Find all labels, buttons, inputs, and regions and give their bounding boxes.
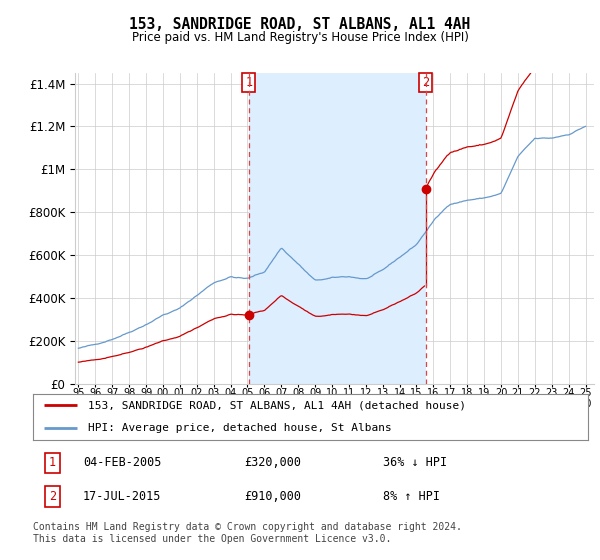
Text: HPI: Average price, detached house, St Albans: HPI: Average price, detached house, St A… xyxy=(89,423,392,433)
Text: 1: 1 xyxy=(49,456,56,469)
Text: 153, SANDRIDGE ROAD, ST ALBANS, AL1 4AH (detached house): 153, SANDRIDGE ROAD, ST ALBANS, AL1 4AH … xyxy=(89,400,467,410)
Text: £320,000: £320,000 xyxy=(244,456,301,469)
Text: 8% ↑ HPI: 8% ↑ HPI xyxy=(383,490,440,503)
Text: 153, SANDRIDGE ROAD, ST ALBANS, AL1 4AH: 153, SANDRIDGE ROAD, ST ALBANS, AL1 4AH xyxy=(130,17,470,32)
Text: 04-FEB-2005: 04-FEB-2005 xyxy=(83,456,161,469)
Text: 36% ↓ HPI: 36% ↓ HPI xyxy=(383,456,447,469)
Text: Contains HM Land Registry data © Crown copyright and database right 2024.
This d: Contains HM Land Registry data © Crown c… xyxy=(33,522,462,544)
Text: £910,000: £910,000 xyxy=(244,490,301,503)
Bar xyxy=(249,73,425,384)
Text: 2: 2 xyxy=(422,76,429,89)
Text: Price paid vs. HM Land Registry's House Price Index (HPI): Price paid vs. HM Land Registry's House … xyxy=(131,31,469,44)
Text: 17-JUL-2015: 17-JUL-2015 xyxy=(83,490,161,503)
Text: 2: 2 xyxy=(49,490,56,503)
Text: 1: 1 xyxy=(245,76,253,89)
